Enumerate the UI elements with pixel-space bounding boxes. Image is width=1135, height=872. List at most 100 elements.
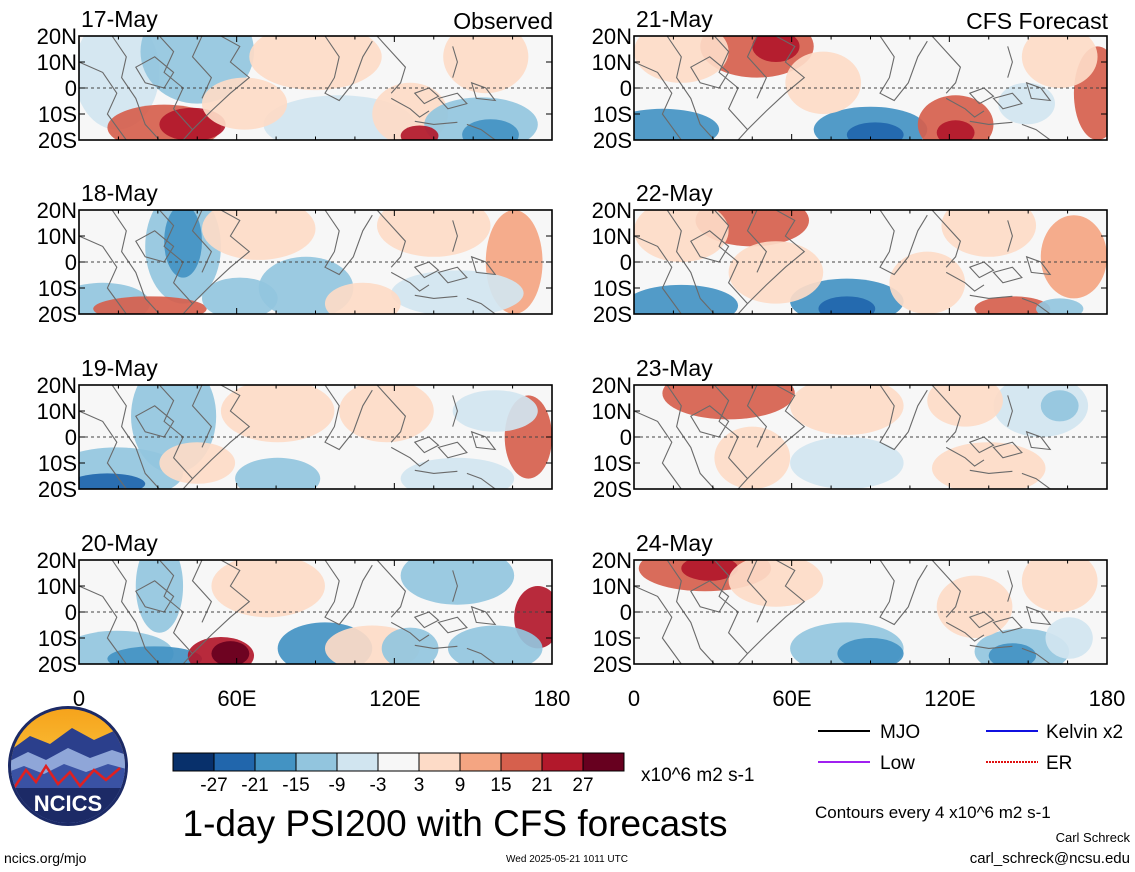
coastline	[324, 560, 373, 626]
coastline	[1021, 297, 1051, 314]
field-blob	[936, 120, 975, 140]
coastline	[470, 605, 497, 626]
y-tick-label: 20N	[592, 548, 632, 573]
coastline	[413, 611, 440, 629]
observed-column-label: Observed	[453, 8, 553, 34]
coastline	[1025, 81, 1052, 102]
map-panels: 20N10N010S20S17-May20N10N010S20S18-May20…	[37, 6, 1108, 677]
y-tick-label: 0	[620, 600, 632, 625]
panel-date: 21-May	[636, 6, 713, 32]
colorbar-swatch	[213, 752, 256, 772]
legend-label: Kelvin x2	[1046, 722, 1123, 743]
x-tick-label: 60E	[772, 686, 811, 711]
coastline	[1007, 395, 1013, 427]
coastline	[879, 36, 928, 102]
field-blob	[1021, 560, 1098, 612]
field-blob	[988, 643, 1037, 664]
contour-note: Contours every 4 x10^6 m2 s-1	[815, 803, 1051, 822]
y-tick-label: 10S	[593, 102, 632, 127]
y-tick-label: 0	[620, 76, 632, 101]
y-tick-label: 20N	[37, 373, 77, 398]
coastline	[634, 410, 682, 489]
coastline	[1021, 472, 1051, 489]
field-blob	[785, 51, 862, 114]
coastline	[413, 87, 440, 105]
field-blob	[159, 442, 236, 484]
coastline	[1007, 570, 1013, 602]
y-tick-label: 20S	[593, 652, 632, 677]
y-tick-label: 10S	[38, 626, 77, 651]
coastline	[969, 120, 1013, 125]
coastline	[747, 36, 806, 130]
coastline	[192, 36, 251, 130]
author-email: carl_schreck@ncsu.edu	[970, 850, 1130, 867]
field-blob	[220, 385, 335, 443]
coastline	[135, 56, 175, 89]
forecast-column-label: CFS Forecast	[966, 8, 1108, 34]
colorbar-swatch	[172, 752, 215, 772]
coastline	[466, 297, 496, 314]
y-tick-label: 20S	[38, 477, 77, 502]
coastline	[945, 446, 985, 467]
y-tick-label: 20N	[592, 24, 632, 49]
y-tick-label: 20S	[38, 302, 77, 327]
y-tick-label: 20N	[592, 373, 632, 398]
legend-label: Low	[880, 753, 915, 774]
field-blob	[790, 437, 904, 489]
field-blob	[377, 210, 491, 257]
coastline	[452, 46, 458, 78]
coastline	[879, 210, 928, 276]
coastline	[690, 405, 730, 438]
coastline	[992, 266, 1023, 284]
coastline	[969, 469, 1013, 474]
field-blob	[1040, 390, 1079, 422]
field-blob	[728, 560, 824, 607]
coastline	[324, 210, 373, 276]
colorbar-swatch	[295, 752, 338, 772]
panel-date: 24-May	[636, 530, 713, 556]
y-tick-label: 0	[620, 425, 632, 450]
colorbar-tick-label: -9	[329, 775, 346, 796]
field-blob	[381, 627, 439, 664]
panel-date: 23-May	[636, 355, 713, 381]
field-blob	[135, 560, 184, 633]
coastline	[192, 210, 251, 304]
panel-date: 18-May	[81, 180, 158, 206]
coastline	[945, 621, 985, 642]
field-blob	[728, 241, 824, 304]
right-x-axis-labels: 0 60E 120E 180	[628, 686, 1125, 711]
coastline	[1025, 605, 1052, 626]
coastline	[135, 230, 175, 263]
field-blob	[447, 625, 543, 664]
colorbar-tick-label: 3	[414, 775, 425, 796]
coastline	[690, 56, 730, 89]
left-x-axis-labels: 0 60E 120E 180	[73, 686, 570, 711]
coastline	[135, 405, 175, 438]
author-name: Carl Schreck	[1056, 830, 1131, 845]
colorbar-swatch	[582, 752, 625, 772]
y-tick-label: 10N	[592, 50, 632, 75]
coastline	[413, 261, 440, 279]
coastline	[376, 385, 407, 443]
colorbar-tick-label: -15	[282, 775, 309, 796]
coastline	[376, 210, 407, 268]
coastline	[466, 647, 496, 664]
colorbar-swatch	[541, 752, 584, 772]
coastline	[437, 92, 468, 110]
field-blob	[837, 638, 904, 664]
timestamp: Wed 2025-05-21 1011 UTC	[506, 854, 628, 865]
coastline	[931, 385, 962, 443]
y-tick-label: 10N	[592, 399, 632, 424]
coastline	[747, 385, 806, 479]
coastline	[1021, 123, 1051, 140]
coastline	[879, 385, 928, 451]
ncics-logo: NCICS	[8, 706, 128, 826]
coastline	[690, 580, 730, 613]
field-blob	[201, 210, 316, 260]
y-tick-label: 0	[65, 600, 77, 625]
panel-date: 17-May	[81, 6, 158, 32]
